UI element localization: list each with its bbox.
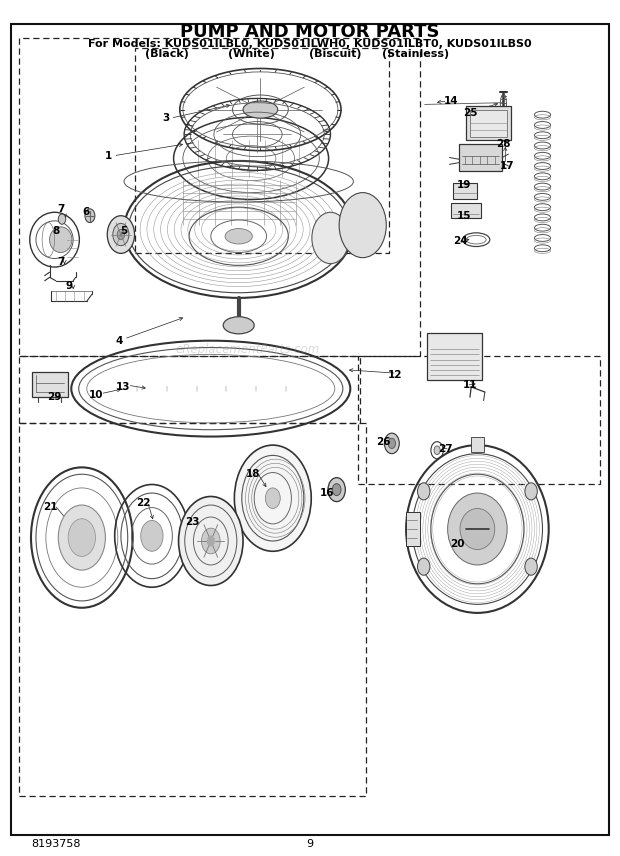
- Circle shape: [58, 214, 66, 224]
- Circle shape: [85, 209, 95, 223]
- Circle shape: [141, 520, 163, 551]
- Text: 28: 28: [496, 139, 511, 149]
- Text: 27: 27: [438, 443, 453, 454]
- Text: 6: 6: [82, 207, 89, 217]
- Text: |: |: [224, 386, 227, 391]
- Text: 4: 4: [115, 336, 123, 346]
- Text: 26: 26: [376, 437, 391, 447]
- Circle shape: [417, 558, 430, 575]
- Text: 14: 14: [444, 96, 459, 106]
- Text: eReplacementParts.com: eReplacementParts.com: [176, 342, 320, 356]
- Bar: [470, 110, 507, 137]
- Ellipse shape: [225, 229, 252, 244]
- Ellipse shape: [312, 212, 349, 264]
- Ellipse shape: [243, 101, 278, 118]
- Ellipse shape: [460, 508, 495, 550]
- Circle shape: [525, 558, 538, 575]
- Text: (Biscuit): (Biscuit): [309, 49, 361, 59]
- Bar: [459, 144, 502, 171]
- Circle shape: [179, 496, 243, 586]
- Bar: [466, 106, 511, 140]
- Circle shape: [417, 483, 430, 500]
- Text: 15: 15: [456, 211, 471, 221]
- Text: 20: 20: [450, 539, 465, 550]
- Text: 11: 11: [463, 380, 477, 390]
- Text: 8: 8: [52, 226, 60, 236]
- Circle shape: [117, 229, 125, 240]
- Text: |: |: [135, 386, 138, 391]
- Circle shape: [434, 446, 440, 455]
- Text: 13: 13: [115, 382, 130, 392]
- Bar: [19, 356, 360, 423]
- Bar: [135, 48, 389, 253]
- Text: 1: 1: [105, 151, 112, 161]
- Bar: [427, 333, 482, 380]
- Text: 5: 5: [120, 226, 128, 236]
- Bar: [19, 423, 366, 796]
- Text: 9: 9: [66, 281, 73, 291]
- Bar: [406, 512, 420, 546]
- Text: 25: 25: [463, 108, 477, 118]
- Bar: [451, 203, 481, 218]
- Ellipse shape: [339, 193, 386, 258]
- Text: 19: 19: [456, 180, 471, 190]
- Text: 29: 29: [47, 392, 62, 402]
- Text: For Models: KUDS01ILBL0, KUDS01ILWH0, KUDS01ILBT0, KUDS01ILBS0: For Models: KUDS01ILBL0, KUDS01ILWH0, KU…: [88, 39, 532, 49]
- Text: |: |: [284, 386, 286, 391]
- Text: (White): (White): [228, 49, 275, 59]
- Circle shape: [525, 483, 538, 500]
- Ellipse shape: [50, 227, 72, 253]
- Bar: [358, 356, 600, 484]
- Text: 7: 7: [57, 257, 64, 267]
- Text: PUMP AND MOTOR PARTS: PUMP AND MOTOR PARTS: [180, 22, 440, 41]
- Circle shape: [332, 484, 341, 496]
- Text: 22: 22: [136, 498, 151, 508]
- Text: 3: 3: [162, 113, 170, 123]
- Text: (Stainless): (Stainless): [382, 49, 449, 59]
- Circle shape: [384, 433, 399, 454]
- Circle shape: [202, 528, 220, 554]
- Circle shape: [58, 505, 105, 570]
- Text: 18: 18: [246, 469, 260, 479]
- Circle shape: [234, 445, 311, 551]
- Circle shape: [207, 536, 215, 546]
- Text: 17: 17: [500, 161, 515, 171]
- Text: |: |: [254, 386, 257, 391]
- Text: 24: 24: [453, 236, 467, 247]
- Circle shape: [388, 438, 396, 449]
- Bar: [453, 183, 477, 199]
- Ellipse shape: [448, 493, 507, 565]
- Bar: [32, 372, 68, 397]
- Circle shape: [68, 519, 95, 556]
- Text: |: |: [165, 386, 167, 391]
- Text: 10: 10: [89, 390, 104, 401]
- Text: 7: 7: [57, 204, 64, 214]
- Circle shape: [107, 216, 135, 253]
- Bar: [471, 437, 484, 452]
- Text: 12: 12: [388, 370, 403, 380]
- Ellipse shape: [223, 317, 254, 334]
- Text: 16: 16: [320, 488, 335, 498]
- Circle shape: [113, 223, 129, 246]
- Text: (Black): (Black): [146, 49, 189, 59]
- Text: 21: 21: [43, 502, 58, 512]
- Circle shape: [265, 488, 280, 508]
- Text: 8193758: 8193758: [31, 839, 81, 849]
- Text: 9: 9: [306, 839, 314, 849]
- Text: 23: 23: [185, 517, 200, 527]
- Text: |: |: [195, 386, 197, 391]
- Circle shape: [328, 478, 345, 502]
- Bar: [19, 38, 420, 356]
